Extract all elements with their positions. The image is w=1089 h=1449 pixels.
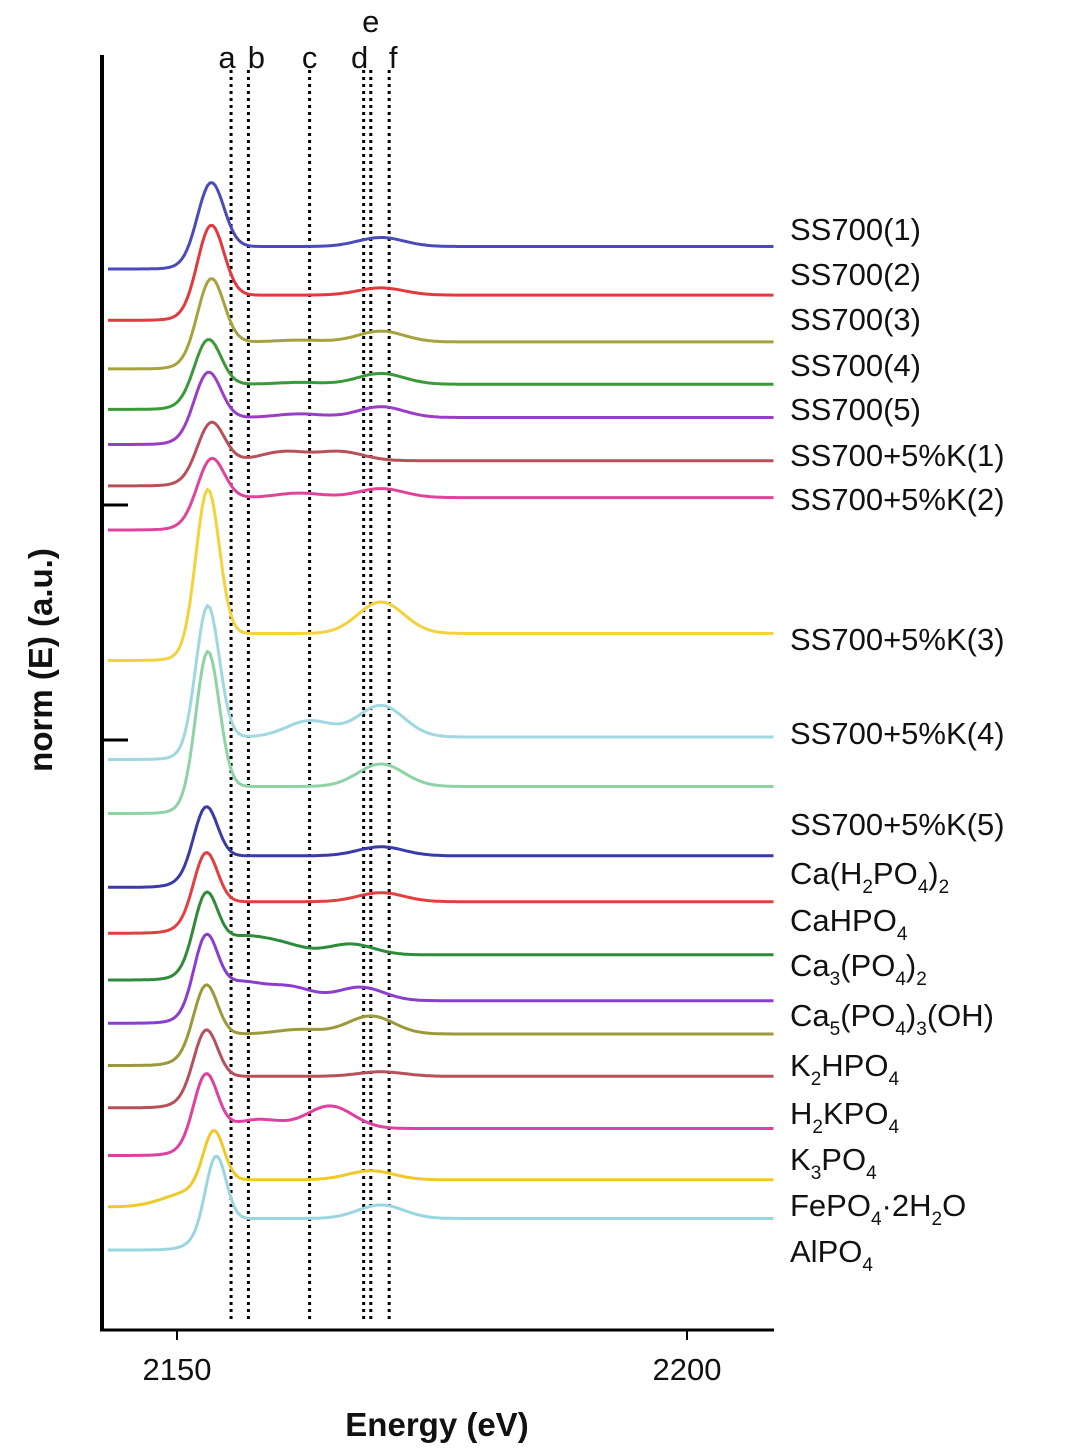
series-label-17: FePO4·2H2O (790, 1188, 966, 1230)
spectra (108, 181, 774, 1252)
series-label-15: H2KPO4 (790, 1096, 899, 1138)
series-label-1: SS700(2) (790, 257, 921, 292)
series-line-6 (108, 456, 774, 532)
series-label-7: SS700+5%K(3) (790, 622, 1005, 657)
series-line-0 (108, 181, 774, 271)
series-line-11 (108, 851, 774, 935)
series-line-3 (108, 338, 774, 411)
y-axis-title: norm (E) (a.u.) (22, 548, 59, 772)
reference-label-f: f (389, 40, 398, 75)
series-line-7 (108, 487, 774, 662)
x-ticks: 2150 2200 (143, 1330, 722, 1387)
series-label-13: Ca5(PO4)3(OH) (790, 998, 994, 1040)
series-label-16: K3PO4 (790, 1142, 877, 1184)
x-axis-title: Energy (eV) (345, 1406, 528, 1443)
series-label-12: Ca3(PO4)2 (790, 948, 927, 990)
x-tick-label: 2200 (653, 1352, 722, 1387)
series-line-17 (108, 1129, 774, 1209)
series-label-6: SS700+5%K(2) (790, 482, 1005, 517)
series-label-18: AlPO4 (790, 1234, 873, 1276)
series-line-10 (108, 805, 774, 889)
series-label-14: K2HPO4 (790, 1048, 899, 1090)
series-line-4 (108, 370, 774, 446)
series-label-11: CaHPO4 (790, 903, 908, 945)
series-label-4: SS700(5) (790, 392, 921, 427)
reference-label-c: c (302, 40, 318, 75)
reference-label-a: a (218, 40, 236, 75)
series-line-9 (108, 649, 774, 815)
series-label-0: SS700(1) (790, 212, 921, 247)
reference-label-d: d (351, 40, 368, 75)
series-label-2: SS700(3) (790, 302, 921, 337)
reference-label-b: b (248, 40, 265, 75)
series-label-8: SS700+5%K(4) (790, 716, 1005, 751)
series-line-5 (108, 420, 774, 488)
series-label-9: SS700+5%K(5) (790, 807, 1005, 842)
series-line-8 (108, 604, 774, 761)
series-line-1 (108, 223, 774, 322)
reference-label-e: e (362, 4, 379, 39)
series-line-14 (108, 983, 774, 1067)
series-line-16 (108, 1072, 774, 1157)
series-line-18 (108, 1154, 774, 1252)
series-line-15 (108, 1028, 774, 1110)
series-line-12 (108, 890, 774, 982)
axes (100, 55, 774, 1332)
series-line-13 (108, 932, 774, 1025)
series-label-3: SS700(4) (790, 348, 921, 383)
x-tick-label: 2150 (143, 1352, 212, 1387)
series-label-5: SS700+5%K(1) (790, 438, 1005, 473)
series-label-10: Ca(H2PO4)2 (790, 856, 949, 898)
series-line-2 (108, 277, 774, 371)
series-labels: SS700(1) SS700(2) SS700(3) SS700(4) SS700(5)… (790, 212, 1005, 1276)
